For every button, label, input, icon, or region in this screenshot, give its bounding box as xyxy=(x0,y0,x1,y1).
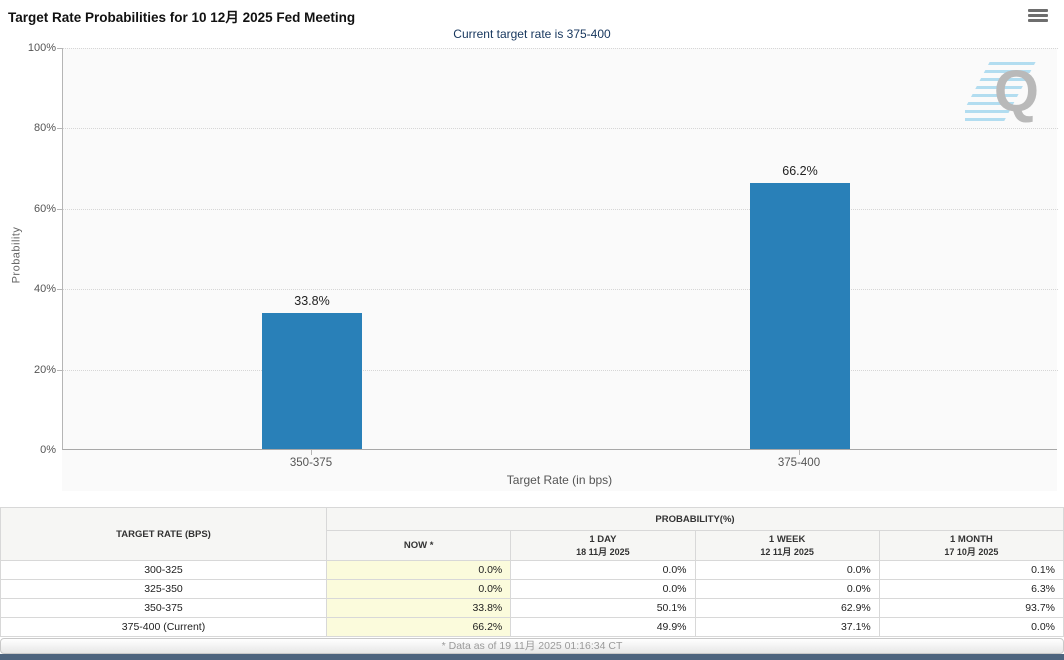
day-cell: 49.9% xyxy=(510,617,696,637)
rate-cell: 325-350 xyxy=(0,579,327,599)
col-header-1week: 1 WEEK 12 11月 2025 xyxy=(694,530,880,561)
quikstrike-logo-watermark: Q xyxy=(965,60,1043,124)
bar-chart: 33.8% 66.2% Q 350-375 375-400 Target Rat… xyxy=(62,48,1058,491)
now-cell: 66.2% xyxy=(325,617,512,637)
bar-350-375: 33.8% xyxy=(262,294,362,449)
week-cell: 37.1% xyxy=(694,617,880,637)
y-tick-20: 20% xyxy=(33,364,56,376)
bottom-accent-strip xyxy=(0,654,1064,660)
gridline-40 xyxy=(63,289,1058,290)
logo-q-letter: Q xyxy=(993,60,1039,124)
gridline-80 xyxy=(63,128,1058,129)
day-cell: 0.0% xyxy=(510,579,696,599)
data-as-of-note: * Data as of 19 11月 2025 01:16:34 CT xyxy=(0,638,1064,654)
col-header-probability: PROBABILITY(%) xyxy=(326,507,1064,531)
now-cell: 33.8% xyxy=(325,598,512,618)
week-cell: 0.0% xyxy=(694,579,880,599)
rate-cell: 300-325 xyxy=(0,560,327,580)
hamburger-menu-icon[interactable] xyxy=(1028,9,1048,25)
now-cell: 0.0% xyxy=(325,560,512,580)
x-category-350-375: 350-375 xyxy=(289,457,333,469)
bar-375-400: 66.2% xyxy=(750,164,850,449)
rate-cell: 375-400 (Current) xyxy=(0,617,327,637)
current-target-rate-subtitle: Current target rate is 375-400 xyxy=(453,27,611,41)
x-tick-mark xyxy=(799,450,800,455)
x-axis-title: Target Rate (in bps) xyxy=(506,473,613,487)
page-title: Target Rate Probabilities for 10 12月 202… xyxy=(8,10,356,25)
month-cell: 6.3% xyxy=(878,579,1064,599)
week-cell: 0.0% xyxy=(694,560,880,580)
col-header-1day: 1 DAY 18 11月 2025 xyxy=(510,530,696,561)
y-tick-mark xyxy=(57,128,62,129)
gridline-20 xyxy=(63,370,1058,371)
month-cell: 0.1% xyxy=(878,560,1064,580)
table-row-300-325: 300-325 0.0% 0.0% 0.0% 0.1% xyxy=(0,560,1064,580)
rate-cell: 350-375 xyxy=(0,598,327,618)
y-tick-80: 80% xyxy=(33,122,56,134)
y-tick-40: 40% xyxy=(33,283,56,295)
week-cell: 62.9% xyxy=(694,598,880,618)
y-tick-60: 60% xyxy=(33,203,56,215)
y-tick-mark xyxy=(57,370,62,371)
hamburger-bar xyxy=(1028,19,1048,22)
hamburger-bar xyxy=(1028,9,1048,12)
now-cell: 0.0% xyxy=(325,579,512,599)
table-row-350-375: 350-375 33.8% 50.1% 62.9% 93.7% xyxy=(0,598,1064,618)
gridline-100 xyxy=(63,48,1058,49)
col-header-now: NOW * xyxy=(325,530,512,561)
probability-table: TARGET RATE (BPS) PROBABILITY(%) NOW * 1… xyxy=(0,507,1064,637)
x-tick-mark xyxy=(311,450,312,455)
y-tick-mark xyxy=(57,48,62,49)
gridline-60 xyxy=(63,209,1058,210)
y-axis-title: Probability xyxy=(10,226,23,284)
bar-value-label: 33.8% xyxy=(294,294,330,309)
y-tick-100: 100% xyxy=(27,42,56,54)
day-cell: 0.0% xyxy=(510,560,696,580)
table-row-375-400-current: 375-400 (Current) 66.2% 49.9% 37.1% 0.0% xyxy=(0,617,1064,637)
month-cell: 0.0% xyxy=(878,617,1064,637)
month-cell: 93.7% xyxy=(878,598,1064,618)
day-cell: 50.1% xyxy=(510,598,696,618)
plot-area: 33.8% 66.2% Q xyxy=(62,48,1058,450)
table-row-325-350: 325-350 0.0% 0.0% 0.0% 6.3% xyxy=(0,579,1064,599)
col-header-1month: 1 MONTH 17 10月 2025 xyxy=(878,530,1064,561)
y-tick-mark xyxy=(57,289,62,290)
hamburger-bar xyxy=(1028,14,1048,17)
col-header-target-rate: TARGET RATE (BPS) xyxy=(0,507,327,561)
bar-value-label: 66.2% xyxy=(782,163,818,178)
y-tick-0: 0% xyxy=(40,444,56,456)
y-tick-mark xyxy=(57,209,62,210)
x-category-375-400: 375-400 xyxy=(777,457,821,469)
